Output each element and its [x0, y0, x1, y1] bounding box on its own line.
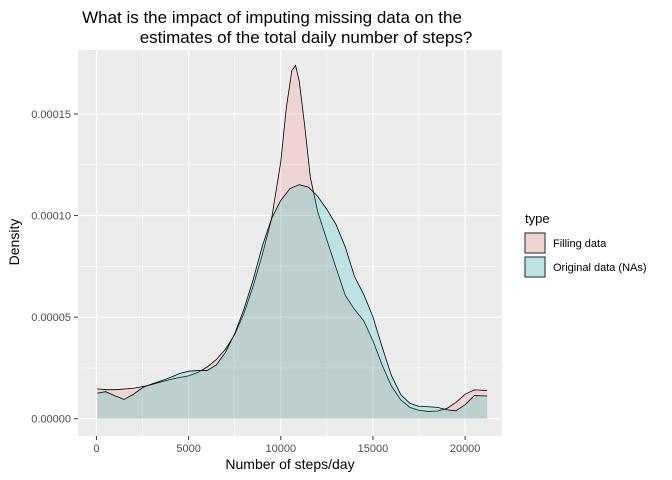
chart-title-line-2: estimates of the total daily number of s… — [140, 28, 473, 47]
legend-key-swatch — [524, 232, 546, 254]
legend-key-bg — [524, 256, 546, 278]
y-axis-title: Density — [6, 219, 22, 266]
legend: type Filling data Original data (NAs) — [524, 211, 647, 278]
legend-label: Filling data — [553, 238, 607, 250]
y-tick-label: 0.00000 — [31, 414, 71, 426]
density-area-series-2 — [97, 184, 488, 419]
grid-major — [78, 50, 502, 436]
x-tick-label: 20000 — [450, 443, 481, 455]
density-line-series-1 — [97, 64, 488, 412]
x-axis: 0 5000 10000 15000 20000 — [93, 436, 480, 455]
x-tick-label: 0 — [93, 443, 99, 455]
y-axis: 0.00000 0.00005 0.00010 0.00015 — [31, 109, 78, 426]
series-layer — [97, 64, 488, 419]
legend-title: type — [525, 211, 550, 226]
x-tick-label: 5000 — [176, 443, 200, 455]
legend-key-swatch — [524, 256, 546, 278]
chart-title-line-1: What is the impact of imputing missing d… — [82, 8, 462, 27]
legend-key-bg — [524, 232, 546, 254]
x-tick-label: 10000 — [265, 443, 296, 455]
y-tick-label: 0.00015 — [31, 109, 71, 121]
density-line-series-2 — [97, 184, 488, 412]
x-axis-title: Number of steps/day — [225, 456, 354, 472]
density-area-series-1 — [97, 65, 488, 419]
y-tick-label: 0.00005 — [31, 312, 71, 324]
x-tick-label: 15000 — [358, 443, 389, 455]
y-tick-label: 0.00010 — [31, 211, 71, 223]
legend-label: Original data (NAs) — [553, 262, 647, 274]
